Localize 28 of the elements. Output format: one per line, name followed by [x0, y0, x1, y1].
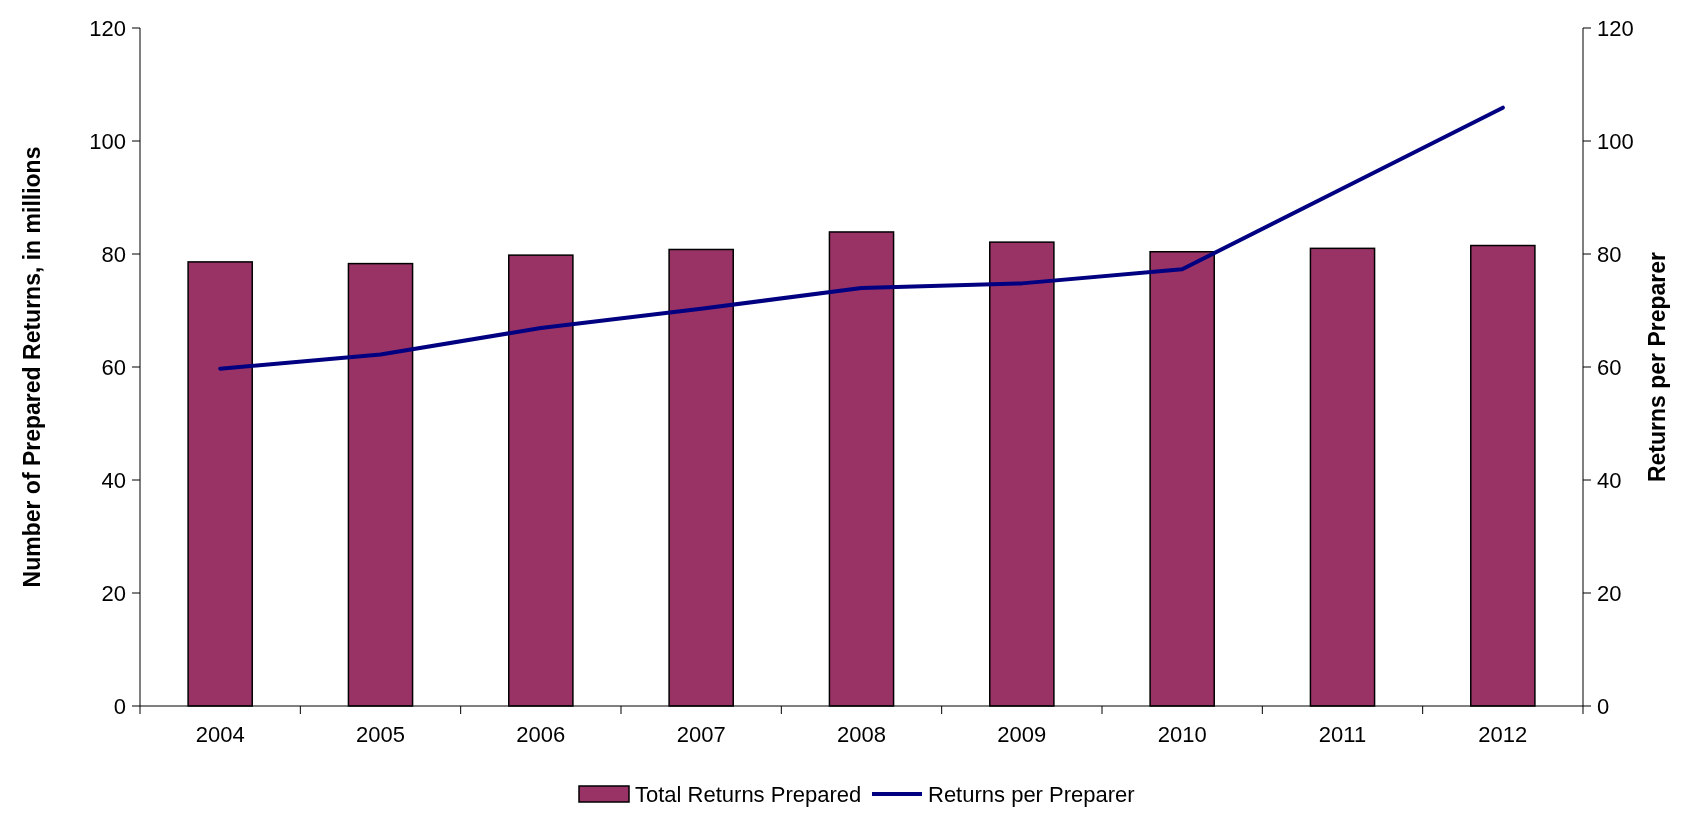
- x-tick-label: 2005: [356, 722, 405, 747]
- y-tick-label: 80: [101, 242, 126, 267]
- y2-tick-label: 40: [1597, 468, 1622, 493]
- y-axis-title: Number of Prepared Returns, in millions: [19, 146, 45, 588]
- y2-tick-label: 0: [1597, 694, 1610, 719]
- y-tick-label: 100: [89, 129, 126, 154]
- y-tick-label: 20: [101, 581, 126, 606]
- line-series: [218, 105, 1505, 371]
- x-tick-label: 2009: [997, 722, 1047, 747]
- x-tick-label: 2006: [516, 722, 566, 747]
- x-tick-label: 2007: [676, 722, 726, 747]
- y-tick-label: 0: [113, 694, 126, 719]
- y2-tick-label: 20: [1597, 581, 1622, 606]
- y2-tick-label: 60: [1597, 355, 1622, 380]
- x-tick-label: 2011: [1318, 722, 1367, 747]
- y2-tick-label: 80: [1597, 242, 1622, 267]
- x-tick-label: 2008: [837, 722, 886, 747]
- y2-tick-label: 100: [1597, 129, 1634, 154]
- y-tick-label: 120: [89, 16, 126, 41]
- x-tick-label: 2010: [1157, 722, 1207, 747]
- y-tick-label: 40: [101, 468, 126, 493]
- y2-tick-label: 120: [1597, 16, 1634, 41]
- y2-axis-title: Returns per Preparer: [1644, 251, 1670, 483]
- legend-label: Total Returns Prepared: [635, 782, 862, 807]
- y-tick-label: 60: [101, 355, 126, 380]
- legend-label: Returns per Preparer: [928, 782, 1135, 807]
- x-tick-label: 2012: [1478, 722, 1528, 747]
- x-tick-label: 2004: [195, 722, 245, 747]
